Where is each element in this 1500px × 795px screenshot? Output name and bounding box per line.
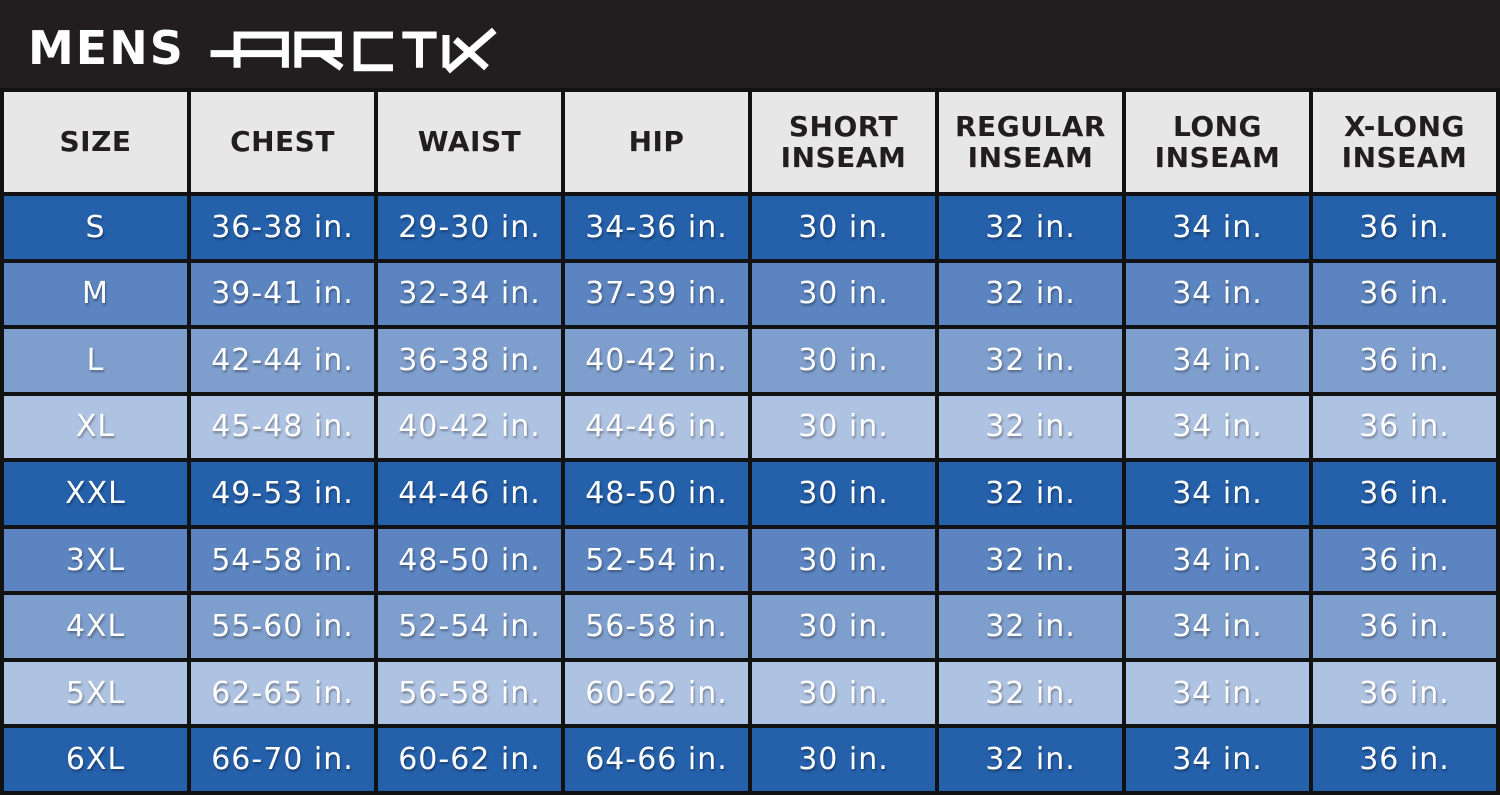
xlong-inseam-cell: 36 in. bbox=[1309, 391, 1500, 463]
long-inseam-cell: 34 in. bbox=[1122, 657, 1313, 729]
hip-cell: 40-42 in. bbox=[561, 325, 752, 396]
size-row-l: L 42-44 in. 36-38 in. 40-42 in. 30 in. 3… bbox=[0, 325, 1500, 396]
column-header-xlong-inseam: X-LONG INSEAM bbox=[1309, 88, 1500, 196]
long-inseam-cell: 34 in. bbox=[1122, 524, 1313, 596]
regular-inseam-cell: 32 in. bbox=[935, 524, 1126, 596]
xlong-inseam-cell: 36 in. bbox=[1309, 524, 1500, 596]
size-row-m: M 39-41 in. 32-34 in. 37-39 in. 30 in. 3… bbox=[0, 258, 1500, 330]
size-cell: 5XL bbox=[0, 657, 191, 729]
regular-inseam-cell: 32 in. bbox=[935, 657, 1126, 729]
regular-inseam-cell: 32 in. bbox=[935, 458, 1126, 529]
xlong-inseam-cell: 36 in. bbox=[1309, 657, 1500, 729]
waist-cell: 40-42 in. bbox=[374, 391, 565, 463]
hip-cell: 44-46 in. bbox=[561, 391, 752, 463]
xlong-inseam-cell: 36 in. bbox=[1309, 724, 1500, 795]
short-inseam-cell: 30 in. bbox=[748, 458, 939, 529]
column-header-waist: WAIST bbox=[374, 88, 565, 196]
banner-title: MENS bbox=[28, 21, 185, 75]
regular-inseam-cell: 32 in. bbox=[935, 591, 1126, 662]
regular-inseam-cell: 32 in. bbox=[935, 724, 1126, 795]
column-header-size: SIZE bbox=[0, 88, 191, 196]
hip-cell: 60-62 in. bbox=[561, 657, 752, 729]
hip-cell: 37-39 in. bbox=[561, 258, 752, 330]
size-cell: 4XL bbox=[0, 591, 191, 662]
short-inseam-cell: 30 in. bbox=[748, 591, 939, 662]
short-inseam-cell: 30 in. bbox=[748, 258, 939, 330]
waist-cell: 29-30 in. bbox=[374, 192, 565, 263]
long-inseam-cell: 34 in. bbox=[1122, 192, 1313, 263]
short-inseam-cell: 30 in. bbox=[748, 657, 939, 729]
size-cell: XL bbox=[0, 391, 191, 463]
xlong-inseam-cell: 36 in. bbox=[1309, 325, 1500, 396]
regular-inseam-cell: 32 in. bbox=[935, 391, 1126, 463]
xlong-inseam-cell: 36 in. bbox=[1309, 258, 1500, 330]
hip-cell: 34-36 in. bbox=[561, 192, 752, 263]
long-inseam-cell: 34 in. bbox=[1122, 325, 1313, 396]
column-header-hip: HIP bbox=[561, 88, 752, 196]
size-row-6xl: 6XL 66-70 in. 60-62 in. 64-66 in. 30 in.… bbox=[0, 724, 1500, 795]
column-header-chest: CHEST bbox=[187, 88, 378, 196]
long-inseam-cell: 34 in. bbox=[1122, 258, 1313, 330]
waist-cell: 44-46 in. bbox=[374, 458, 565, 529]
hip-cell: 48-50 in. bbox=[561, 458, 752, 529]
hip-cell: 52-54 in. bbox=[561, 524, 752, 596]
arctix-logo-icon bbox=[210, 27, 497, 74]
waist-cell: 32-34 in. bbox=[374, 258, 565, 330]
long-inseam-cell: 34 in. bbox=[1122, 391, 1313, 463]
waist-cell: 56-58 in. bbox=[374, 657, 565, 729]
short-inseam-cell: 30 in. bbox=[748, 192, 939, 263]
regular-inseam-cell: 32 in. bbox=[935, 192, 1126, 263]
short-inseam-cell: 30 in. bbox=[748, 524, 939, 596]
chest-cell: 42-44 in. bbox=[187, 325, 378, 396]
waist-cell: 52-54 in. bbox=[374, 591, 565, 662]
xlong-inseam-cell: 36 in. bbox=[1309, 192, 1500, 263]
size-cell: M bbox=[0, 258, 191, 330]
arctix-logo bbox=[209, 14, 499, 74]
regular-inseam-cell: 32 in. bbox=[935, 258, 1126, 330]
column-header-short-inseam: SHORT INSEAM bbox=[748, 88, 939, 196]
chest-cell: 45-48 in. bbox=[187, 391, 378, 463]
long-inseam-cell: 34 in. bbox=[1122, 724, 1313, 795]
size-cell: 3XL bbox=[0, 524, 191, 596]
chest-cell: 54-58 in. bbox=[187, 524, 378, 596]
long-inseam-cell: 34 in. bbox=[1122, 591, 1313, 662]
chest-cell: 39-41 in. bbox=[187, 258, 378, 330]
header-row: SIZE CHEST WAIST HIP SHORT INSEAM REGULA… bbox=[0, 88, 1500, 196]
xlong-inseam-cell: 36 in. bbox=[1309, 458, 1500, 529]
chest-cell: 66-70 in. bbox=[187, 724, 378, 795]
short-inseam-cell: 30 in. bbox=[748, 325, 939, 396]
size-cell: L bbox=[0, 325, 191, 396]
size-row-xxl: XXL 49-53 in. 44-46 in. 48-50 in. 30 in.… bbox=[0, 458, 1500, 529]
waist-cell: 48-50 in. bbox=[374, 524, 565, 596]
size-cell: 6XL bbox=[0, 724, 191, 795]
hip-cell: 56-58 in. bbox=[561, 591, 752, 662]
column-header-regular-inseam: REGULAR INSEAM bbox=[935, 88, 1126, 196]
long-inseam-cell: 34 in. bbox=[1122, 458, 1313, 529]
size-chart-table: SIZE CHEST WAIST HIP SHORT INSEAM REGULA… bbox=[0, 88, 1500, 795]
hip-cell: 64-66 in. bbox=[561, 724, 752, 795]
size-row-5xl: 5XL 62-65 in. 56-58 in. 60-62 in. 30 in.… bbox=[0, 657, 1500, 729]
size-row-s: S 36-38 in. 29-30 in. 34-36 in. 30 in. 3… bbox=[0, 192, 1500, 263]
waist-cell: 36-38 in. bbox=[374, 325, 565, 396]
chest-cell: 55-60 in. bbox=[187, 591, 378, 662]
chest-cell: 62-65 in. bbox=[187, 657, 378, 729]
regular-inseam-cell: 32 in. bbox=[935, 325, 1126, 396]
column-header-long-inseam: LONG INSEAM bbox=[1122, 88, 1313, 196]
short-inseam-cell: 30 in. bbox=[748, 391, 939, 463]
size-cell: S bbox=[0, 192, 191, 263]
size-row-xl: XL 45-48 in. 40-42 in. 44-46 in. 30 in. … bbox=[0, 391, 1500, 463]
chest-cell: 49-53 in. bbox=[187, 458, 378, 529]
size-cell: XXL bbox=[0, 458, 191, 529]
xlong-inseam-cell: 36 in. bbox=[1309, 591, 1500, 662]
short-inseam-cell: 30 in. bbox=[748, 724, 939, 795]
chest-cell: 36-38 in. bbox=[187, 192, 378, 263]
banner: MENS bbox=[0, 0, 1500, 88]
size-row-3xl: 3XL 54-58 in. 48-50 in. 52-54 in. 30 in.… bbox=[0, 524, 1500, 596]
size-chart-table-wrap: SIZE CHEST WAIST HIP SHORT INSEAM REGULA… bbox=[0, 88, 1500, 795]
size-row-4xl: 4XL 55-60 in. 52-54 in. 56-58 in. 30 in.… bbox=[0, 591, 1500, 662]
waist-cell: 60-62 in. bbox=[374, 724, 565, 795]
